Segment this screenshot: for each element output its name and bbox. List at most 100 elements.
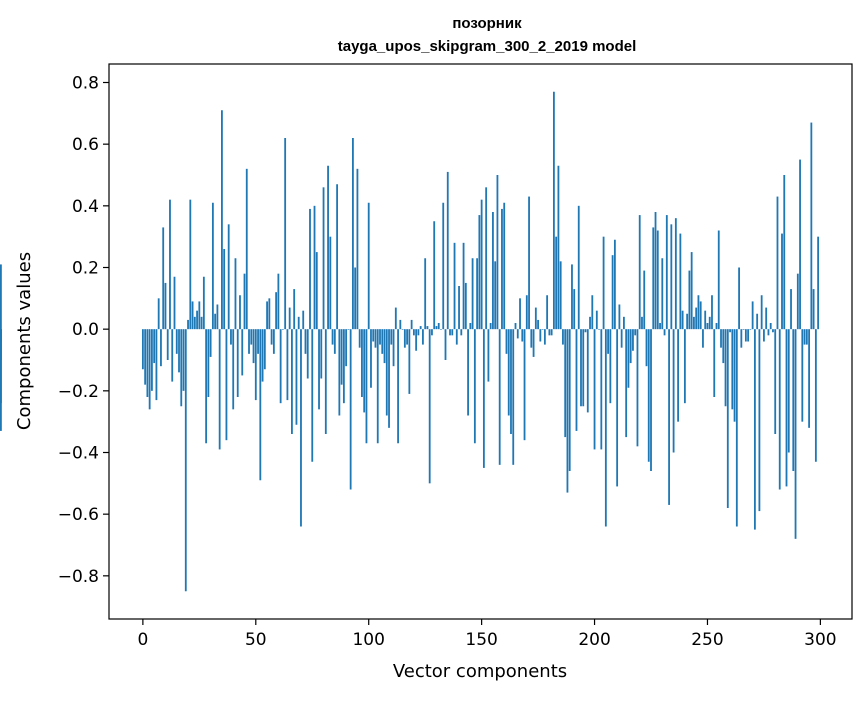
bar-165: [514, 323, 517, 330]
bar-65: [288, 307, 291, 330]
bar-181: [550, 329, 553, 336]
bar-79: [320, 329, 323, 379]
bar-150: [480, 199, 483, 330]
bar-19: [184, 329, 187, 592]
bar-73: [306, 329, 309, 379]
bar-267: [744, 329, 747, 342]
bar-208: [611, 255, 614, 330]
bar-1: [144, 329, 147, 385]
bar-253: [713, 329, 716, 397]
bar-219: [636, 329, 639, 447]
bar-162: [507, 329, 510, 416]
bar-205: [604, 329, 607, 527]
x-tick-label: 300: [804, 630, 836, 650]
bar-197: [586, 329, 589, 413]
bar-221: [641, 316, 643, 330]
bar-62: [281, 329, 284, 330]
bar-102: [372, 329, 375, 342]
bar-179: [546, 295, 549, 330]
bar-199: [591, 295, 594, 330]
bar-173: [532, 329, 535, 357]
bar-238: [679, 233, 682, 330]
bar-93: [352, 138, 354, 330]
bar-94: [354, 267, 357, 330]
bar-248: [702, 329, 704, 348]
bar-127: [428, 329, 431, 484]
bar-246: [697, 295, 700, 330]
bar-21: [189, 199, 192, 330]
bar-10: [164, 282, 167, 330]
bar-106: [381, 329, 384, 354]
bar-260: [729, 329, 731, 333]
bar-24: [196, 310, 198, 330]
bar-78: [318, 329, 320, 410]
bar-81: [324, 329, 327, 434]
bar-296: [810, 122, 813, 330]
bar-83: [329, 236, 332, 330]
bar-202: [598, 329, 600, 330]
bar-278: [769, 323, 772, 330]
bar-132: [440, 329, 442, 330]
bar-224: [647, 329, 650, 462]
bar-96: [358, 329, 361, 348]
plot-frame: [108, 63, 853, 620]
bar-244: [693, 316, 695, 330]
x-tick-label: 50: [245, 630, 267, 650]
bar-268: [747, 329, 750, 342]
bar-243: [690, 252, 693, 330]
bar-120: [412, 329, 415, 336]
bar-50: [254, 329, 257, 401]
bar-272: [756, 313, 759, 330]
bar-275: [763, 329, 765, 342]
bar-279: [772, 329, 774, 333]
bar-257: [722, 329, 725, 364]
bar-37: [225, 329, 228, 441]
bar-293: [803, 329, 806, 345]
bar-30: [209, 329, 212, 357]
bar-54: [263, 329, 266, 370]
bar-126: [426, 326, 429, 330]
bar-124: [422, 329, 424, 345]
y-tick-label: −0.4: [58, 444, 99, 464]
bar-144: [467, 329, 469, 416]
bar-123: [419, 326, 422, 330]
bar-263: [735, 329, 738, 527]
bar-210: [616, 329, 619, 487]
bar-236: [674, 218, 677, 330]
bar-68: [295, 329, 298, 425]
bar-141: [460, 329, 463, 336]
bar-27: [202, 276, 205, 330]
bar-137: [451, 329, 454, 336]
bar-233: [668, 329, 670, 505]
bar-2: [146, 329, 149, 397]
bar-0: [141, 329, 144, 370]
bar-22: [191, 301, 194, 330]
axes-group: 0 50 100 150 200 250 300 −0.8 −0.6 −0.4 −0.2 0.0 0.2…: [58, 74, 837, 651]
bar-206: [607, 329, 609, 354]
bar-259: [726, 329, 729, 508]
bar-130: [435, 326, 438, 330]
y-tick-label: 0.6: [72, 135, 99, 155]
bar-160: [503, 202, 506, 330]
bar-286: [787, 329, 790, 453]
bar-176: [539, 329, 542, 342]
bar-222: [643, 270, 646, 330]
bar-118: [408, 329, 411, 394]
bar-82: [327, 165, 329, 330]
bar-90: [345, 329, 348, 367]
bar-185: [559, 261, 562, 330]
bar-119: [410, 319, 413, 330]
bar-177: [541, 329, 544, 330]
bar-194: [580, 329, 582, 407]
bar-225: [650, 329, 652, 471]
bar-39: [230, 329, 232, 345]
bar-274: [760, 295, 763, 330]
bar-87: [338, 329, 341, 416]
bar-169: [523, 329, 526, 441]
bar-232: [665, 215, 668, 330]
bar-129: [433, 221, 436, 330]
bar-217: [632, 329, 634, 351]
y-tick-label: −0.8: [58, 567, 99, 587]
bar-212: [620, 329, 623, 348]
